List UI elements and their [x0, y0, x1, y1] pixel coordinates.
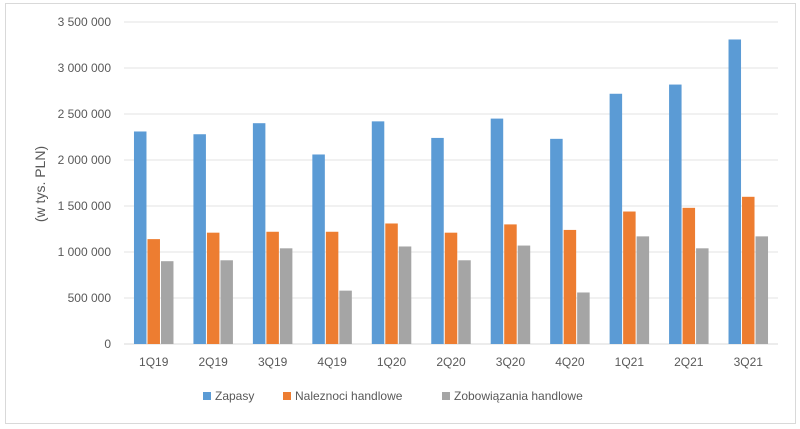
- y-tick-label: 2 500 000: [58, 107, 112, 121]
- bar-2-6: [517, 245, 531, 344]
- bar-1-5: [444, 232, 458, 344]
- legend: Zapasy Naleznoci handlowe Zobowiązania han…: [203, 389, 583, 403]
- y-tick-label: 0: [104, 337, 111, 351]
- bar-0-4: [371, 121, 385, 344]
- y-tick-label: 1 000 000: [58, 245, 112, 259]
- bar-2-4: [398, 246, 412, 344]
- bar-0-3: [312, 154, 325, 344]
- x-tick-labels: 1Q19 2Q19 3Q19 4Q19 1Q20 2Q20 3Q20 4Q20 1Q21 2Q21…: [139, 355, 763, 369]
- bars: [133, 39, 769, 344]
- bar-0-5: [431, 137, 444, 344]
- x-tick-label: 3Q20: [496, 355, 526, 369]
- y-tick-label: 3 000 000: [58, 61, 112, 75]
- bar-2-0: [160, 261, 174, 344]
- x-tick-label: 4Q20: [555, 355, 585, 369]
- bar-2-5: [458, 260, 471, 344]
- x-tick-label: 2Q20: [436, 355, 466, 369]
- x-tick-label: 1Q19: [139, 355, 169, 369]
- gridlines: [124, 21, 778, 345]
- bar-0-10: [728, 39, 742, 344]
- y-axis-label: (w tys. PLN): [32, 146, 48, 222]
- x-tick-label: 4Q19: [317, 355, 347, 369]
- bar-2-8: [636, 236, 650, 344]
- y-tick-label: 2 000 000: [58, 153, 112, 167]
- bar-1-7: [563, 229, 577, 344]
- bar-2-1: [220, 260, 233, 344]
- bar-0-2: [252, 123, 266, 344]
- bar-1-10: [742, 196, 755, 344]
- bar-1-4: [385, 223, 398, 344]
- bar-1-6: [504, 224, 517, 344]
- legend-swatch: [442, 392, 450, 400]
- y-tick-labels: 0 500 000 1 000 000 1 500 000 2 000 000 2 500…: [58, 15, 112, 351]
- x-tick-label: 2Q19: [199, 355, 229, 369]
- legend-swatch: [283, 392, 291, 400]
- x-tick-label: 3Q19: [258, 355, 288, 369]
- x-tick-label: 1Q20: [377, 355, 407, 369]
- legend-swatch: [203, 392, 211, 400]
- bar-1-1: [206, 232, 220, 344]
- bar-0-7: [550, 138, 563, 344]
- bar-2-9: [696, 248, 709, 344]
- y-tick-label: 3 500 000: [58, 15, 112, 29]
- x-tick-label: 3Q21: [734, 355, 764, 369]
- y-tick-label: 500 000: [68, 291, 112, 305]
- bar-1-2: [266, 231, 279, 344]
- bar-2-10: [755, 236, 769, 344]
- legend-label: Zapasy: [215, 389, 254, 403]
- bar-0-8: [609, 93, 623, 344]
- legend-label: Zobowiązania handlowe: [454, 389, 583, 403]
- bar-0-0: [133, 131, 147, 344]
- x-tick-label: 1Q21: [615, 355, 645, 369]
- bar-0-6: [490, 118, 504, 344]
- bar-1-0: [147, 239, 160, 344]
- bar-0-9: [669, 84, 682, 344]
- bar-1-3: [325, 231, 339, 344]
- bar-1-8: [623, 211, 636, 344]
- bar-2-2: [279, 248, 293, 344]
- y-tick-label: 1 500 000: [58, 199, 112, 213]
- x-tick-label: 2Q21: [674, 355, 704, 369]
- bar-1-9: [682, 207, 696, 344]
- legend-label: Naleznoci handlowe: [295, 389, 403, 403]
- bar-2-3: [339, 290, 352, 344]
- bar-2-7: [577, 292, 590, 344]
- bar-0-1: [193, 134, 206, 344]
